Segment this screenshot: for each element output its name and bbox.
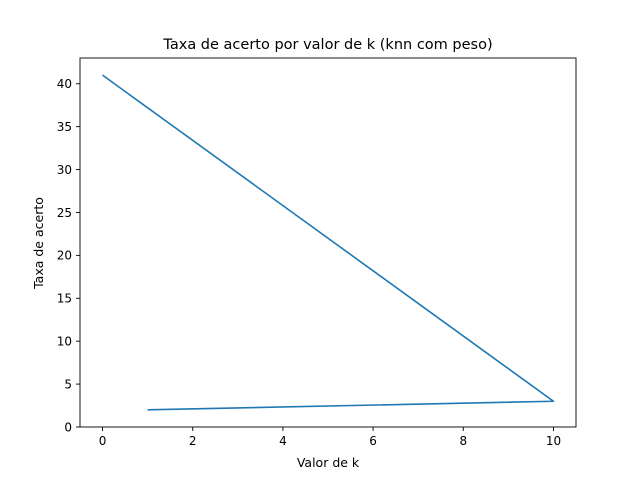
series-line-0 [102,74,555,411]
x-tick-label: 0 [99,434,107,448]
y-tick-label: 35 [57,120,72,134]
y-axis-label: Taxa de acerto [31,197,46,290]
chart-title: Taxa de acerto por valor de k (knn com p… [162,37,492,53]
y-tick-label: 40 [57,77,72,91]
x-tick-label: 4 [279,434,287,448]
x-tick-label: 10 [546,434,561,448]
y-tick-label: 15 [57,292,72,306]
x-tick-label: 8 [459,434,467,448]
plot-area [79,57,577,428]
y-tick-label: 30 [57,163,72,177]
axes-frame [79,57,577,428]
y-tick-label: 20 [57,249,72,263]
x-axis-label: Valor de k [297,455,360,470]
x-axis-ticks: 0 2 4 6 8 10 [99,427,561,448]
x-tick-label: 2 [189,434,197,448]
y-tick-label: 5 [64,377,72,391]
y-tick-label: 25 [57,206,72,220]
y-tick-label: 10 [57,334,72,348]
x-tick-label: 6 [369,434,377,448]
y-axis-ticks: 0 5 10 15 20 25 30 35 40 [57,77,80,434]
y-tick-label: 0 [64,420,72,434]
